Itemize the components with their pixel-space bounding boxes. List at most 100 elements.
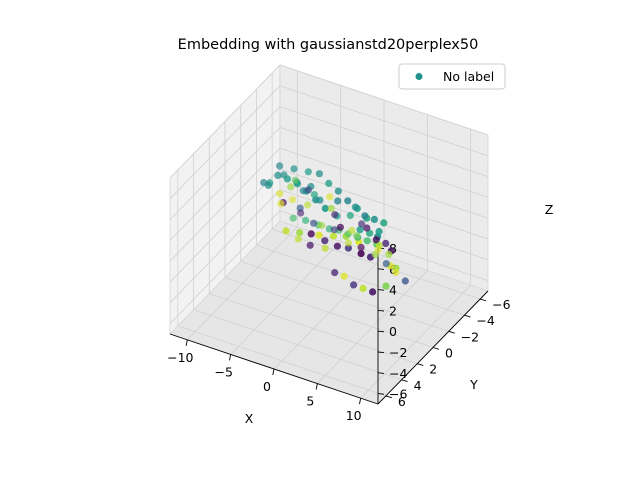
y-tick-label: 6 bbox=[398, 394, 406, 409]
y-tick-mark bbox=[448, 330, 455, 334]
data-point bbox=[344, 244, 352, 252]
data-point bbox=[330, 226, 338, 234]
y-tick-label: 4 bbox=[414, 378, 422, 393]
y-tick-label: 2 bbox=[429, 362, 437, 377]
data-point bbox=[310, 219, 318, 227]
grid-line bbox=[169, 85, 281, 200]
data-point bbox=[382, 239, 390, 247]
legend-box bbox=[398, 63, 506, 90]
grid-line bbox=[169, 168, 281, 283]
x-tick-label: 0 bbox=[263, 379, 271, 394]
data-point bbox=[331, 211, 339, 219]
data-point bbox=[329, 232, 338, 240]
x-tick-mark bbox=[272, 368, 275, 376]
data-point bbox=[370, 215, 378, 223]
data-point bbox=[321, 244, 329, 252]
data-point bbox=[382, 282, 390, 290]
z-tick-mark bbox=[377, 393, 385, 395]
data-point bbox=[316, 196, 324, 204]
data-point bbox=[321, 204, 329, 213]
z-tick-label: −6 bbox=[389, 387, 407, 402]
data-point bbox=[294, 235, 302, 243]
data-point bbox=[315, 170, 323, 178]
x-tick-mark bbox=[185, 339, 188, 346]
z-tick-label: 0 bbox=[389, 324, 397, 339]
legend-label: No label bbox=[443, 69, 494, 84]
grid-line bbox=[279, 147, 489, 219]
data-point bbox=[351, 203, 359, 211]
data-point bbox=[260, 179, 268, 187]
data-point bbox=[385, 250, 393, 258]
grid-line bbox=[279, 64, 489, 136]
data-point bbox=[358, 220, 366, 228]
z-tick-label: −4 bbox=[389, 366, 407, 381]
data-point bbox=[304, 201, 312, 209]
y-tick-mark bbox=[417, 363, 424, 366]
data-point bbox=[297, 209, 305, 217]
z-tick-label: 2 bbox=[389, 303, 397, 318]
data-point bbox=[346, 211, 354, 220]
data-point bbox=[375, 227, 383, 236]
data-point bbox=[276, 162, 284, 170]
data-point bbox=[380, 219, 388, 227]
y-tick-mark bbox=[432, 347, 440, 350]
data-point bbox=[357, 250, 365, 258]
y-tick-label: 0 bbox=[445, 346, 453, 361]
z-tick-mark bbox=[377, 289, 385, 291]
data-point bbox=[327, 204, 335, 213]
data-point bbox=[340, 272, 348, 280]
z-tick-mark bbox=[377, 268, 385, 270]
data-point bbox=[287, 183, 295, 191]
grid-line bbox=[240, 260, 449, 332]
z-tick-label: −2 bbox=[389, 345, 407, 360]
data-point bbox=[336, 223, 344, 231]
x-tick-label: −5 bbox=[214, 364, 232, 379]
data-point bbox=[334, 187, 342, 195]
z-tick-mark bbox=[377, 372, 385, 374]
data-point bbox=[331, 269, 339, 277]
y-tick-mark bbox=[480, 298, 487, 302]
chart-title: Embedding with gaussianstd20perplex50 bbox=[178, 37, 479, 53]
z-tick-mark bbox=[377, 309, 385, 312]
data-point bbox=[369, 288, 377, 296]
data-point bbox=[290, 165, 298, 173]
data-point bbox=[304, 186, 312, 194]
data-point bbox=[392, 268, 400, 276]
y-tick-label: −6 bbox=[492, 297, 510, 312]
y-tick-mark bbox=[401, 379, 408, 383]
data-point bbox=[280, 171, 288, 179]
data-point bbox=[315, 231, 323, 239]
y-tick-mark bbox=[464, 314, 471, 318]
y-axis-label: Y bbox=[469, 377, 478, 392]
grid-line bbox=[256, 244, 465, 316]
data-point bbox=[282, 227, 290, 235]
data-point bbox=[334, 197, 342, 205]
data-point bbox=[288, 196, 297, 204]
z-tick-label: 4 bbox=[389, 283, 397, 298]
grid-line bbox=[272, 228, 481, 300]
data-point bbox=[356, 226, 364, 234]
data-point bbox=[304, 168, 312, 176]
data-point bbox=[363, 224, 371, 232]
data-point bbox=[353, 232, 361, 240]
grid-line bbox=[169, 127, 281, 241]
legend: No label bbox=[398, 63, 506, 90]
grid-line bbox=[169, 189, 281, 304]
data-point bbox=[325, 179, 333, 187]
grid-line bbox=[169, 64, 281, 179]
y-tick-label: −4 bbox=[476, 313, 494, 328]
data-point bbox=[306, 241, 314, 249]
grid-line bbox=[279, 127, 489, 198]
legend-marker bbox=[415, 73, 423, 80]
data-point bbox=[363, 237, 371, 245]
data-point bbox=[296, 229, 304, 237]
x-tick-mark bbox=[229, 354, 232, 361]
data-point bbox=[326, 193, 334, 201]
data-point bbox=[307, 230, 315, 238]
x-tick-mark bbox=[315, 383, 318, 390]
data-point bbox=[302, 216, 310, 224]
points-group bbox=[260, 162, 409, 296]
data-point bbox=[274, 171, 282, 179]
z-axis-label: Z bbox=[545, 202, 554, 217]
